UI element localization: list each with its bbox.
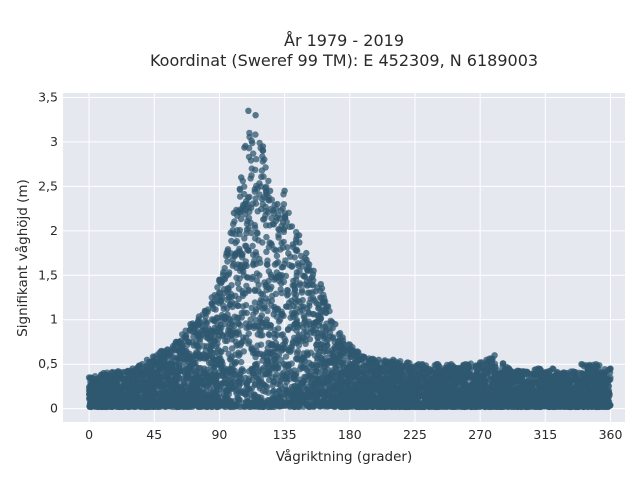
data-point [291,282,297,288]
data-point [258,342,264,348]
data-point [306,290,312,296]
data-point [253,317,259,323]
data-point [186,339,192,345]
data-point [196,345,202,351]
data-point [248,138,254,144]
data-point [281,239,287,245]
data-point [244,218,250,224]
data-point [296,268,302,274]
data-point [264,262,270,268]
data-point [258,206,264,212]
data-point [237,187,243,193]
data-point [274,253,280,259]
data-point [241,348,247,354]
data-point [235,350,241,356]
data-point [259,153,265,159]
data-point [273,247,279,253]
data-point [308,330,314,336]
data-point [382,357,388,363]
data-point [252,131,258,137]
data-point [259,312,265,318]
data-point [256,180,262,186]
data-point [252,287,258,293]
data-point [238,216,244,222]
data-point [234,238,240,244]
data-point [320,292,326,298]
data-point [261,365,267,371]
data-point [207,347,213,353]
data-point [259,167,265,173]
data-point [288,298,294,304]
data-point [285,347,291,353]
data-point [311,311,317,317]
data-point [230,221,236,227]
data-point [212,317,218,323]
data-point [263,222,269,228]
data-point [314,375,320,381]
data-point [282,391,288,397]
data-point [280,369,286,375]
data-point [243,302,249,308]
data-point [245,287,251,293]
data-point [257,260,263,266]
data-point [246,130,252,136]
data-point [275,234,281,240]
data-point [266,331,272,337]
data-point [233,275,239,281]
data-point [283,353,289,359]
data-point [265,178,271,184]
data-point [248,205,254,211]
data-point [237,193,243,199]
data-point [252,186,258,192]
data-point [248,172,254,178]
data-point [313,326,319,332]
data-point [258,291,264,297]
data-point [216,300,222,306]
data-point [268,274,274,280]
data-point [253,195,259,201]
data-point [221,306,227,312]
